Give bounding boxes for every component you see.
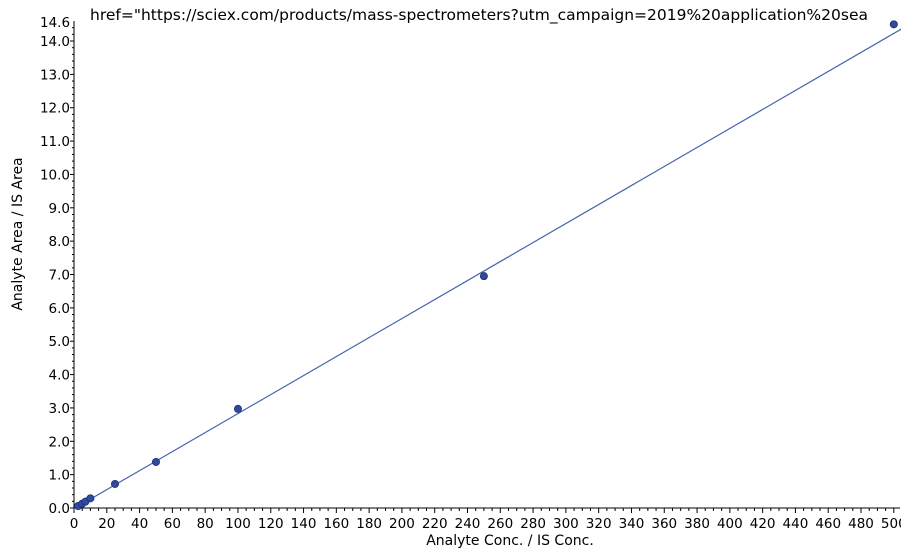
y-tick-label: 6.0 <box>49 301 70 317</box>
plot-area: 0 20 40 60 80 100 120 140 160 180 200 220 240 260 280 3… <box>40 20 901 532</box>
x-tick-label: 120 <box>258 516 284 532</box>
y-tick-label: 4.0 <box>49 368 70 384</box>
y-tick-label: 11.0 <box>40 134 70 150</box>
y-tick-label: 14.0 <box>40 34 70 50</box>
x-tick-label: 60 <box>164 516 181 532</box>
y-tick-label: 8.0 <box>49 234 70 250</box>
x-tick-label: 400 <box>717 516 743 532</box>
x-tick-label: 300 <box>553 516 579 532</box>
x-tick-label: 0 <box>70 516 79 532</box>
x-tick-label: 420 <box>750 516 776 532</box>
x-tick-label: 320 <box>586 516 612 532</box>
y-tick-label: 5.0 <box>49 334 70 350</box>
header-text: href="https://sciex.com/products/mass-sp… <box>90 6 868 25</box>
y-tick-label: 13.0 <box>40 67 70 83</box>
x-tick-label: 140 <box>291 516 317 532</box>
x-tick-label: 380 <box>684 516 710 532</box>
y-tick-label: 12.0 <box>40 101 70 117</box>
data-point <box>233 404 242 413</box>
x-tick-label: 220 <box>422 516 448 532</box>
x-tick-label: 480 <box>848 516 874 532</box>
x-tick-label: 280 <box>520 516 546 532</box>
x-tick-label: 180 <box>356 516 382 532</box>
y-tick-label: 10.0 <box>40 167 70 183</box>
x-tick-label: 40 <box>131 516 148 532</box>
y-axis-title: Analyte Area / IS Area <box>10 157 26 310</box>
y-tick-label: 3.0 <box>49 401 70 417</box>
x-tick-label: 200 <box>389 516 415 532</box>
y-tick-label: 9.0 <box>49 201 70 217</box>
y-max-label: 14.6 <box>40 15 70 31</box>
data-point <box>110 479 119 488</box>
x-tick-label: 440 <box>783 516 809 532</box>
x-tick-label: 340 <box>619 516 645 532</box>
x-tick-label: 500 <box>881 516 901 532</box>
data-point <box>86 494 95 503</box>
x-tick-label: 80 <box>197 516 214 532</box>
x-tick-label: 260 <box>487 516 513 532</box>
x-tick-label: 160 <box>323 516 349 532</box>
x-tick-label: 100 <box>225 516 251 532</box>
x-tick-label: 360 <box>651 516 677 532</box>
x-tick-label: 20 <box>98 516 115 532</box>
data-point <box>479 272 488 281</box>
data-point <box>151 457 160 466</box>
x-axis-title: Analyte Conc. / IS Conc. <box>426 533 594 549</box>
y-tick-label: 2.0 <box>49 434 70 450</box>
y-tick-label: 1.0 <box>49 468 70 484</box>
fit-line <box>73 28 901 510</box>
y-tick-label: 7.0 <box>49 268 70 284</box>
y-tick-label: 0.0 <box>49 501 70 517</box>
data-point <box>889 20 898 29</box>
x-tick-label: 460 <box>815 516 841 532</box>
x-tick-label: 240 <box>455 516 481 532</box>
